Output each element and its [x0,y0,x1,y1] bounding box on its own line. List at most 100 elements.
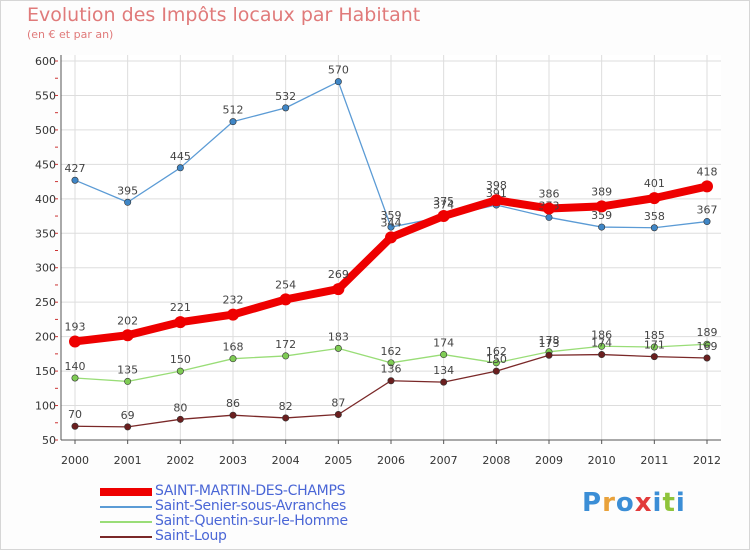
data-label: 174 [591,337,612,350]
data-point [279,293,292,306]
logo-letter: i [652,488,663,518]
data-label: 135 [117,363,138,376]
x-tick-label: 2004 [272,454,300,467]
data-point [595,200,608,213]
data-point [545,351,553,359]
data-point [492,359,500,367]
data-point [332,283,345,296]
data-point [71,374,79,382]
legend-swatch [100,488,152,496]
data-label: 185 [644,329,665,342]
data-point [650,224,658,232]
data-point [124,198,132,206]
data-point [334,344,342,352]
data-point [703,340,711,348]
data-point [387,377,395,385]
data-point [227,308,239,321]
data-point [282,104,290,112]
y-tick-label: 450 [35,158,56,171]
data-point [334,78,342,86]
data-label: 162 [381,345,402,358]
data-point [490,194,503,207]
y-tick-label: 150 [35,365,56,378]
data-label: 269 [328,268,349,281]
y-tick-label: 350 [35,227,56,240]
data-point [650,343,658,351]
legend-label: Saint-Loup [155,528,227,544]
data-label: 359 [591,209,612,222]
data-point [71,176,79,184]
data-point [545,213,553,221]
logo-letter: o [615,488,635,518]
data-point [229,355,237,363]
x-tick-label: 2011 [640,454,668,467]
data-label: 398 [486,179,507,192]
data-label: 174 [433,337,454,350]
data-point [598,351,606,359]
data-point [229,411,237,419]
legend-label: Saint-Quentin-sur-le-Homme [155,513,348,529]
x-tick-label: 2006 [377,454,405,467]
data-point [387,359,395,367]
data-label: 232 [223,294,244,307]
data-label: 150 [486,353,507,366]
data-label: 169 [697,340,718,353]
data-label: 136 [381,363,402,376]
data-point [598,342,606,350]
data-point [648,192,661,205]
data-point [176,415,184,423]
data-label: 186 [591,328,612,341]
chart-title: Evolution des Impôts locaux par Habitant [27,4,421,26]
data-label: 87 [331,397,345,410]
logo-letter: i [675,488,686,518]
data-label: 150 [170,353,191,366]
data-point [124,423,132,431]
data-point [440,378,448,386]
y-tick-label: 500 [35,124,56,137]
legend-swatch [100,506,152,508]
data-label: 254 [275,278,296,291]
data-label: 86 [226,397,240,410]
data-label: 70 [68,408,82,421]
data-point [701,180,713,193]
data-label: 532 [275,90,296,103]
data-point [174,316,187,329]
logo-letter: r [602,488,616,518]
x-tick-label: 2005 [324,454,352,467]
x-tick-label: 2012 [693,454,721,467]
data-label: 375 [433,195,454,208]
legend-label: SAINT-MARTIN-DES-CHAMPS [155,483,346,499]
data-label: 162 [486,345,507,358]
x-tick-label: 2010 [588,454,616,467]
y-tick-label: 200 [35,331,56,344]
data-label: 367 [697,204,718,217]
data-label: 512 [223,104,244,117]
data-point [543,202,555,215]
data-label: 344 [381,216,402,229]
data-label: 173 [539,337,560,350]
data-label: 171 [644,339,665,352]
data-label: 178 [539,334,560,347]
logo-letter: x [634,488,653,518]
y-tick-label: 300 [35,262,56,275]
data-label: 193 [65,320,86,333]
data-point [334,411,342,419]
data-point [703,354,711,362]
data-point [124,377,132,385]
data-point [492,367,500,375]
y-tick-label: 50 [42,434,56,447]
data-label: 570 [328,64,349,77]
proxiti-logo: Proxiti [582,488,686,518]
data-label: 134 [433,364,454,377]
data-point [703,218,711,226]
chart-subtitle: (en € et par an) [27,28,114,41]
x-tick-label: 2008 [482,454,510,467]
x-tick-label: 2007 [430,454,458,467]
legend-label: Saint-Senier-sous-Avranches [155,498,346,514]
y-tick-label: 100 [35,400,56,413]
data-label: 395 [117,184,138,197]
legend-swatch [100,536,152,538]
data-point [385,231,397,244]
data-label: 82 [279,400,293,413]
